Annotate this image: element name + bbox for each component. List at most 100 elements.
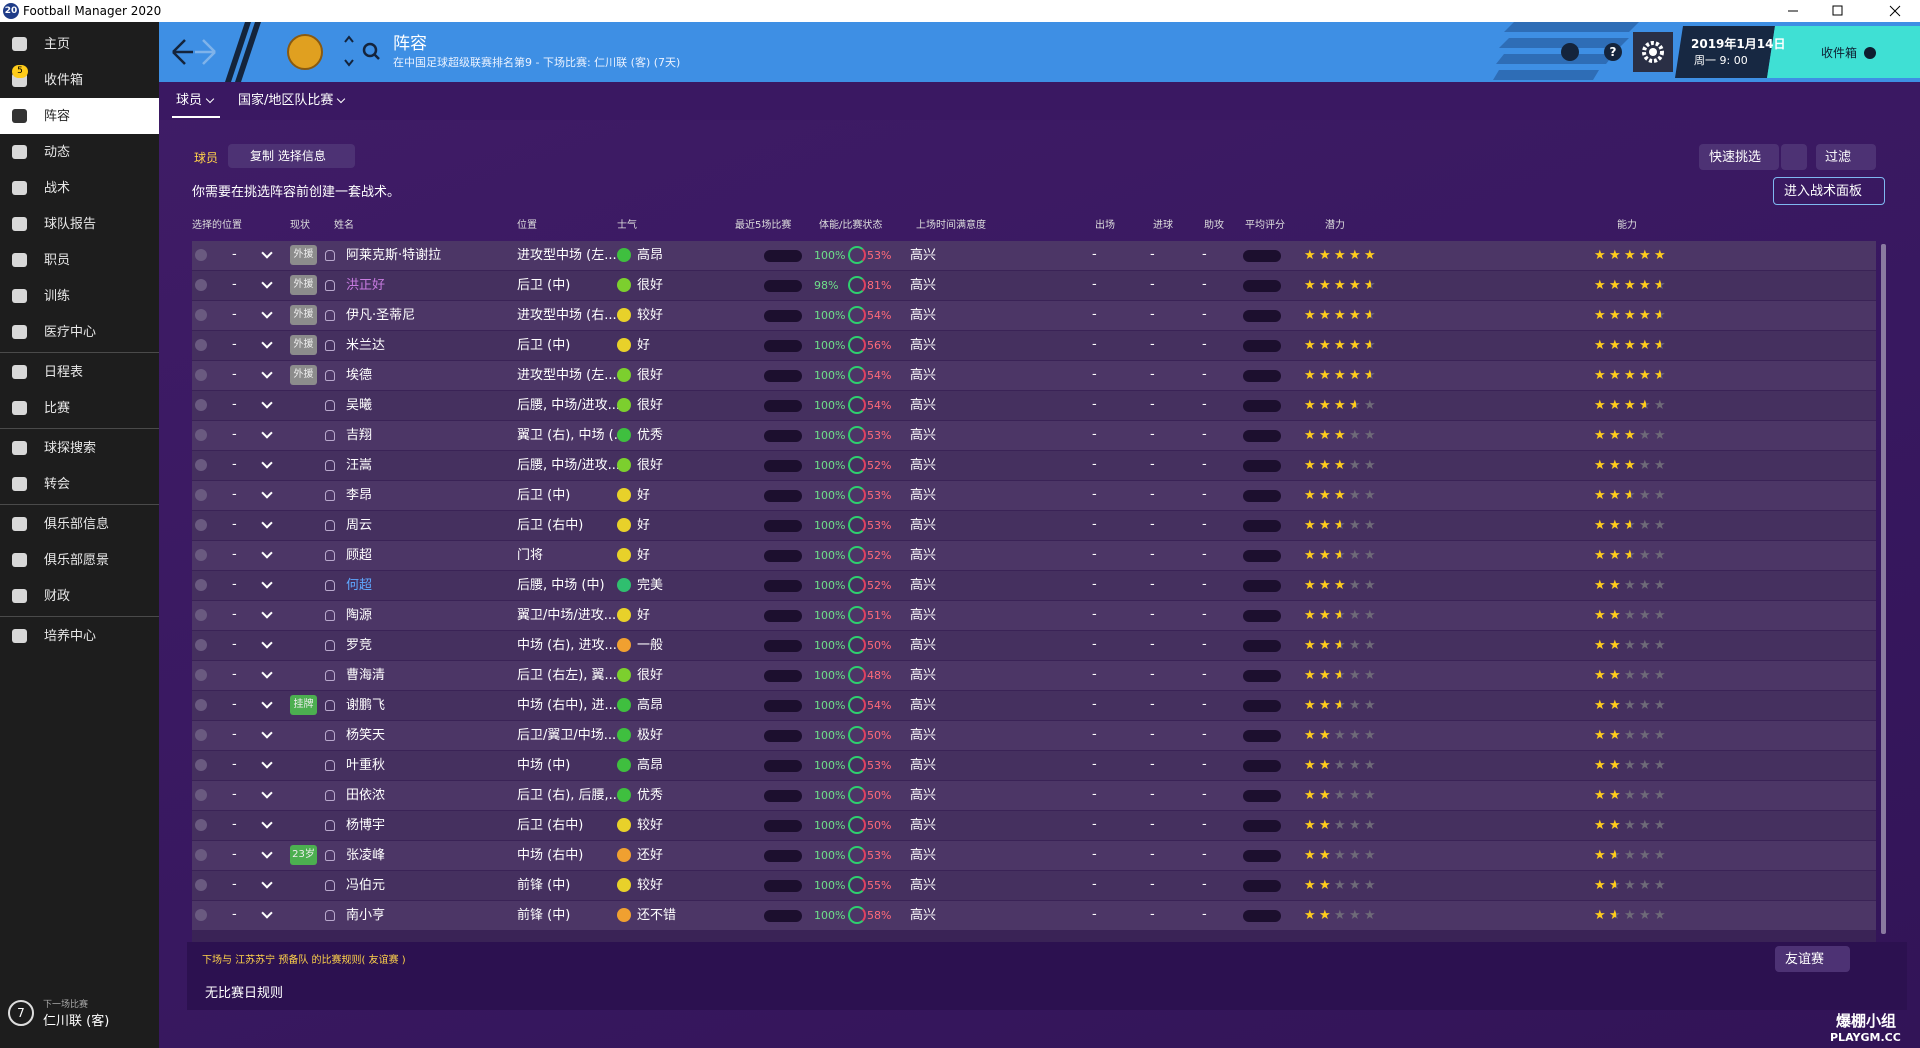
sidebar-item[interactable]: 转会	[0, 466, 159, 502]
column-header[interactable]: 进球	[1153, 220, 1173, 231]
select-checkbox[interactable]	[195, 579, 207, 591]
column-header[interactable]: 助攻	[1204, 220, 1224, 231]
player-name[interactable]: 吉翔	[346, 428, 373, 443]
quick-pick-dropdown[interactable]	[1781, 144, 1807, 170]
player-row[interactable]: - 挂牌 谢鹏飞 中场 (右中), 进... 高昂 100% 54% 高兴 - - - ★ ★ ★ ★ ★ ★ ★…	[192, 691, 1876, 720]
sidebar-item[interactable]: 球探搜索	[0, 430, 159, 466]
match-type-dropdown[interactable]: 友谊赛	[1775, 946, 1850, 972]
select-checkbox[interactable]	[195, 369, 207, 381]
player-name[interactable]: 谢鹏飞	[346, 698, 386, 713]
player-name[interactable]: 何超	[346, 578, 373, 593]
position-dropdown[interactable]	[261, 517, 273, 529]
select-checkbox[interactable]	[195, 459, 207, 471]
position-dropdown[interactable]	[261, 247, 273, 259]
sidebar-item[interactable]: 球队报告	[0, 206, 159, 242]
sidebar-item[interactable]: 培养中心	[0, 618, 159, 654]
player-row[interactable]: - 杨笑天 后卫/翼卫/中场... 极好 100% 50% 高兴 - - - ★ ★ ★ ★ ★ ★ ★ ★ ★ ★ ★…	[192, 721, 1876, 750]
sidebar-item[interactable]: 训练	[0, 278, 159, 314]
select-checkbox[interactable]	[195, 519, 207, 531]
player-row[interactable]: - 汪嵩 后腰, 中场/进攻... 很好 100% 52% 高兴 - - - ★ ★ ★ ★ ★ ★ ★ ★ ★ ★ ★…	[192, 451, 1876, 480]
player-name[interactable]: 南小亨	[346, 908, 386, 923]
column-header[interactable]: 最近5场比赛	[735, 220, 792, 231]
sidebar-item[interactable]: 医疗中心	[0, 314, 159, 350]
select-checkbox[interactable]	[195, 399, 207, 411]
player-name[interactable]: 周云	[346, 518, 373, 533]
position-dropdown[interactable]	[261, 397, 273, 409]
select-checkbox[interactable]	[195, 609, 207, 621]
select-checkbox[interactable]	[195, 849, 207, 861]
player-row[interactable]: - 吴曦 后腰, 中场/进攻... 很好 100% 54% 高兴 - - - ★ ★ ★ ★ ★ ★ ★ ★ ★ ★ ★…	[192, 391, 1876, 420]
player-name[interactable]: 罗竞	[346, 638, 373, 653]
column-header[interactable]: 上场时间满意度	[916, 220, 986, 231]
player-name[interactable]: 汪嵩	[346, 458, 373, 473]
position-dropdown[interactable]	[261, 787, 273, 799]
select-checkbox[interactable]	[195, 669, 207, 681]
position-dropdown[interactable]	[261, 607, 273, 619]
player-row[interactable]: - 吉翔 翼卫 (右), 中场 (... 优秀 100% 53% 高兴 - - - ★ ★ ★ ★ ★ ★ ★ ★…	[192, 421, 1876, 450]
select-checkbox[interactable]	[195, 339, 207, 351]
position-dropdown[interactable]	[261, 667, 273, 679]
player-name[interactable]: 叶重秋	[346, 758, 386, 773]
select-checkbox[interactable]	[195, 489, 207, 501]
position-dropdown[interactable]	[261, 487, 273, 499]
sidebar-item[interactable]: 职员	[0, 242, 159, 278]
select-checkbox[interactable]	[195, 729, 207, 741]
quick-pick-button[interactable]: 快速挑选	[1699, 144, 1779, 170]
position-dropdown[interactable]	[261, 577, 273, 589]
filter-button[interactable]: 过滤	[1816, 144, 1876, 170]
player-name[interactable]: 李昂	[346, 488, 373, 503]
position-dropdown[interactable]	[261, 637, 273, 649]
select-checkbox[interactable]	[195, 789, 207, 801]
column-header[interactable]: 潜力	[1325, 220, 1345, 231]
tactics-button[interactable]: 进入战术面板	[1773, 177, 1885, 205]
position-dropdown[interactable]	[261, 367, 273, 379]
column-header[interactable]: 能力	[1617, 220, 1637, 231]
player-row[interactable]: - 外援 伊凡·圣蒂尼 进攻型中场 (右... 较好 100% 54% 高兴 - - - ★ ★ ★ ★ ★ ★…	[192, 301, 1876, 330]
position-dropdown[interactable]	[261, 427, 273, 439]
position-dropdown[interactable]	[261, 457, 273, 469]
player-name[interactable]: 杨博宇	[346, 818, 386, 833]
player-name[interactable]: 冯伯元	[346, 878, 386, 893]
select-checkbox[interactable]	[195, 429, 207, 441]
sidebar-item[interactable]: 战术	[0, 170, 159, 206]
player-row[interactable]: - 外援 埃德 进攻型中场 (左... 很好 100% 54% 高兴 - - - ★ ★ ★ ★ ★ ★ ★ ★ ★ ★…	[192, 361, 1876, 390]
player-row[interactable]: - 外援 洪正好 后卫 (中) 很好 98% 81% 高兴 - - - ★ ★ ★ ★ ★ ★ ★ ★ ★ ★ ★ ★ ★ ★ ★…	[192, 271, 1876, 300]
player-name[interactable]: 张凌峰	[346, 848, 386, 863]
position-dropdown[interactable]	[261, 307, 273, 319]
select-checkbox[interactable]	[195, 759, 207, 771]
sidebar-item[interactable]: 比赛	[0, 390, 159, 426]
player-row[interactable]: -23岁 张凌峰 中场 (右中) 还好 100% 53% 高兴 - - - ★ ★ ★ ★ ★ ★ ★ ★ ★ ★ ★ ★…	[192, 841, 1876, 870]
copy-selection-button[interactable]: 复制 选择信息	[228, 144, 355, 168]
scrollbar[interactable]	[1881, 244, 1886, 934]
select-checkbox[interactable]	[195, 279, 207, 291]
column-header[interactable]: 位置	[517, 220, 537, 231]
player-name[interactable]: 顾超	[346, 548, 373, 563]
player-row[interactable]: - 曹海清 后卫 (右左), 翼... 很好 100% 48% 高兴 - - - ★ ★ ★ ★ ★ ★ ★ ★ ★…	[192, 661, 1876, 690]
sidebar-item[interactable]: 俱乐部信息	[0, 506, 159, 542]
position-dropdown[interactable]	[261, 817, 273, 829]
position-dropdown[interactable]	[261, 757, 273, 769]
player-name[interactable]: 杨笑天	[346, 728, 386, 743]
player-row[interactable]: - 何超 后腰, 中场 (中) 完美 100% 52% 高兴 - - - ★ ★ ★ ★ ★ ★ ★ ★ ★ ★ ★ ★ ★…	[192, 571, 1876, 600]
sidebar-item[interactable]: 俱乐部愿景	[0, 542, 159, 578]
player-name[interactable]: 陶源	[346, 608, 373, 623]
position-dropdown[interactable]	[261, 337, 273, 349]
column-header[interactable]: 出场	[1095, 220, 1115, 231]
player-name[interactable]: 米兰达	[346, 338, 386, 353]
position-dropdown[interactable]	[261, 277, 273, 289]
position-dropdown[interactable]	[261, 877, 273, 889]
position-dropdown[interactable]	[261, 697, 273, 709]
select-checkbox[interactable]	[195, 309, 207, 321]
sidebar-item[interactable]: 收件箱 5	[0, 62, 159, 98]
player-name[interactable]: 阿莱克斯·特谢拉	[346, 248, 442, 263]
player-row[interactable]: - 田依浓 后卫 (右), 后腰,... 优秀 100% 50% 高兴 - - - ★ ★ ★ ★ ★ ★ ★ ★…	[192, 781, 1876, 810]
player-name[interactable]: 伊凡·圣蒂尼	[346, 308, 416, 323]
player-row[interactable]: - 外援 米兰达 后卫 (中) 好 100% 56% 高兴 - - - ★ ★ ★ ★ ★ ★ ★ ★ ★ ★ ★ ★ ★ ★ ★…	[192, 331, 1876, 360]
